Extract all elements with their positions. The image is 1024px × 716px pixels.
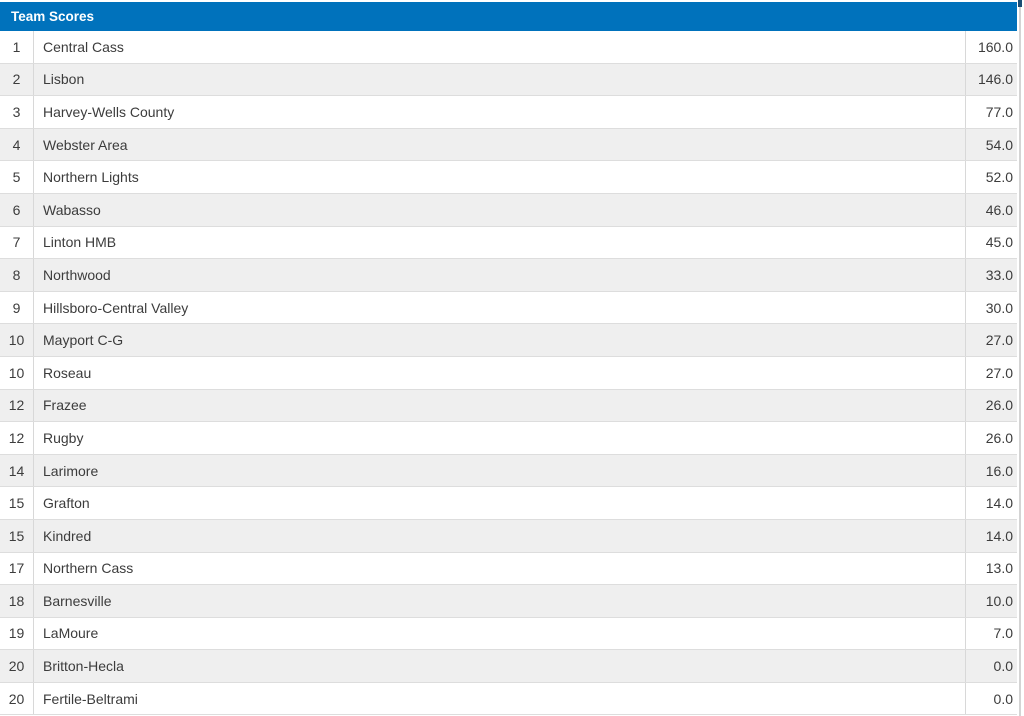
score-cell: 54.0 [965, 128, 1017, 161]
rank-cell: 19 [0, 617, 34, 650]
table-row: 20 Fertile-Beltrami 0.0 [0, 682, 1017, 716]
team-name-cell: Grafton [43, 495, 90, 512]
table-row: 7 Linton HMB 45.0 [0, 226, 1017, 260]
rank-cell: 18 [0, 585, 34, 617]
rank-cell: 15 [0, 519, 34, 552]
score-cell: 7.0 [965, 617, 1017, 650]
table-row: 15 Grafton 14.0 [0, 487, 1017, 520]
score-cell: 52.0 [965, 161, 1017, 193]
table-row: 19 LaMoure 7.0 [0, 617, 1017, 651]
table-row: 17 Northern Cass 13.0 [0, 552, 1017, 586]
panel-title: Team Scores [0, 2, 1017, 31]
team-name-cell: Kindred [43, 527, 92, 544]
team-scores-table: 1 Central Cass 160.0 2 Lisbon 146.0 3 Ha… [0, 31, 1017, 716]
team-name-cell: Northwood [43, 266, 111, 283]
team-name-cell: Lisbon [43, 71, 85, 88]
rank-cell: 9 [0, 291, 34, 324]
score-cell: 30.0 [965, 291, 1017, 324]
team-name-cell: Northern Lights [43, 169, 139, 186]
rank-cell: 1 [0, 31, 34, 63]
team-name-cell: Larimore [43, 462, 99, 479]
table-row: 12 Frazee 26.0 [0, 389, 1017, 423]
table-row: 4 Webster Area 54.0 [0, 128, 1017, 162]
table-row: 18 Barnesville 10.0 [0, 585, 1017, 618]
rank-cell: 14 [0, 454, 34, 487]
table-row: 8 Northwood 33.0 [0, 259, 1017, 292]
score-cell: 46.0 [965, 193, 1017, 226]
team-name-cell: LaMoure [43, 625, 99, 642]
rank-cell: 6 [0, 193, 34, 226]
rank-cell: 4 [0, 128, 34, 161]
table-row: 12 Rugby 26.0 [0, 422, 1017, 455]
table-row: 15 Kindred 14.0 [0, 519, 1017, 553]
rank-cell: 5 [0, 161, 34, 193]
team-name-cell: Roseau [43, 364, 92, 381]
scrollbar-track[interactable] [1019, 0, 1021, 716]
score-cell: 0.0 [965, 682, 1017, 715]
score-cell: 10.0 [965, 585, 1017, 617]
rank-cell: 20 [0, 650, 34, 682]
table-row: 10 Roseau 27.0 [0, 356, 1017, 390]
team-name-cell: Central Cass [43, 38, 124, 55]
scrollbar-thumb[interactable] [1018, 0, 1022, 7]
score-cell: 146.0 [965, 63, 1017, 96]
score-cell: 27.0 [965, 356, 1017, 389]
score-cell: 27.0 [965, 324, 1017, 356]
score-cell: 33.0 [965, 259, 1017, 291]
team-name-cell: Harvey-Wells County [43, 103, 175, 120]
score-cell: 16.0 [965, 454, 1017, 487]
rank-cell: 2 [0, 63, 34, 96]
team-name-cell: Northern Cass [43, 560, 134, 577]
table-row: 1 Central Cass 160.0 [0, 31, 1017, 64]
table-row: 6 Wabasso 46.0 [0, 193, 1017, 227]
table-row: 10 Mayport C-G 27.0 [0, 324, 1017, 357]
rank-cell: 3 [0, 96, 34, 128]
team-name-cell: Wabasso [43, 201, 101, 218]
rank-cell: 15 [0, 487, 34, 519]
score-cell: 45.0 [965, 226, 1017, 259]
rank-cell: 8 [0, 259, 34, 291]
team-name-cell: Hillsboro-Central Valley [43, 299, 189, 316]
team-name-cell: Barnesville [43, 592, 112, 609]
rank-cell: 12 [0, 422, 34, 454]
team-name-cell: Linton HMB [43, 234, 117, 251]
rank-cell: 10 [0, 356, 34, 389]
team-name-cell: Fertile-Beltrami [43, 690, 138, 707]
team-name-cell: Mayport C-G [43, 332, 124, 349]
score-cell: 160.0 [965, 31, 1017, 63]
rank-cell: 10 [0, 324, 34, 356]
table-row: 3 Harvey-Wells County 77.0 [0, 96, 1017, 129]
table-row: 2 Lisbon 146.0 [0, 63, 1017, 97]
score-cell: 13.0 [965, 552, 1017, 585]
rank-cell: 7 [0, 226, 34, 259]
team-name-cell: Rugby [43, 429, 84, 446]
score-cell: 14.0 [965, 487, 1017, 519]
rank-cell: 12 [0, 389, 34, 422]
team-name-cell: Webster Area [43, 136, 128, 153]
table-row: 20 Britton-Hecla 0.0 [0, 650, 1017, 683]
rank-cell: 20 [0, 682, 34, 715]
score-cell: 26.0 [965, 389, 1017, 422]
team-name-cell: Britton-Hecla [43, 658, 124, 675]
score-cell: 26.0 [965, 422, 1017, 454]
table-row: 9 Hillsboro-Central Valley 30.0 [0, 291, 1017, 325]
table-row: 14 Larimore 16.0 [0, 454, 1017, 488]
rank-cell: 17 [0, 552, 34, 585]
score-cell: 0.0 [965, 650, 1017, 682]
team-name-cell: Frazee [43, 397, 87, 414]
score-cell: 14.0 [965, 519, 1017, 552]
score-cell: 77.0 [965, 96, 1017, 128]
table-row: 5 Northern Lights 52.0 [0, 161, 1017, 194]
